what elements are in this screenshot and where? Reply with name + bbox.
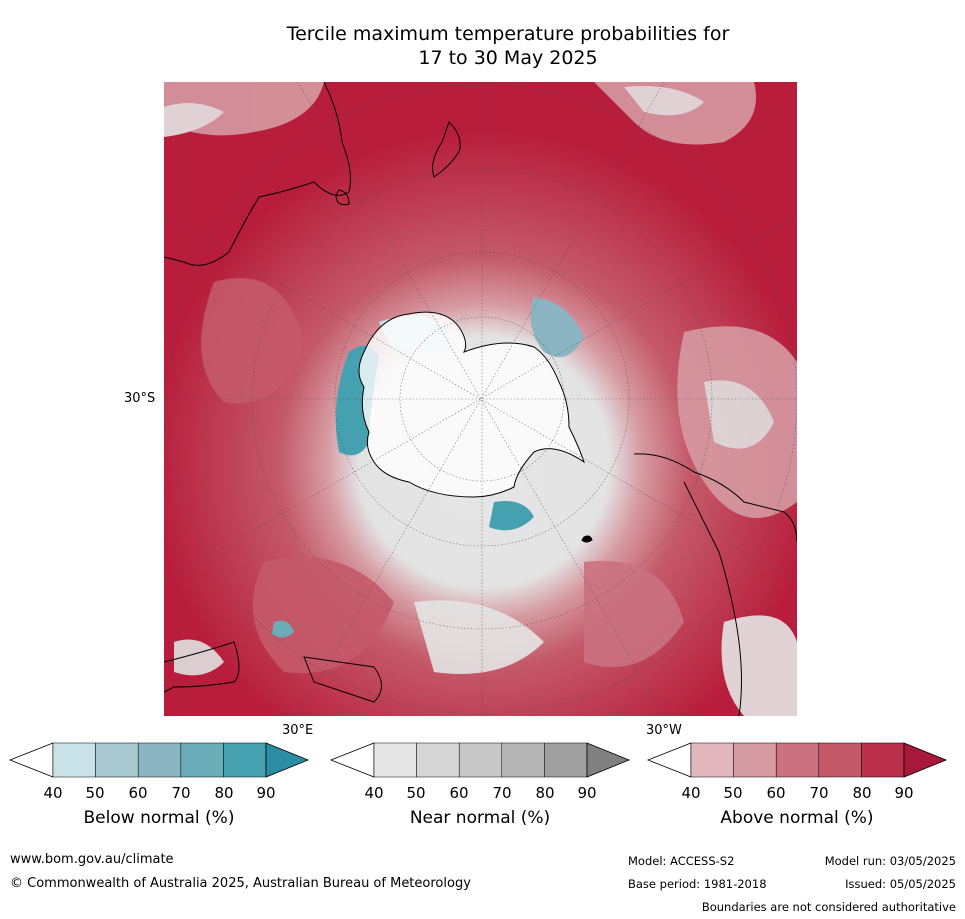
colorbar-swatch <box>501 742 545 778</box>
tick-label: 50 <box>723 784 743 802</box>
near-patch <box>624 86 704 116</box>
colorbar-low-arrow <box>646 742 692 778</box>
longitude-label-east: 30°E <box>282 723 314 738</box>
colorbar-swatch <box>52 742 96 778</box>
tick-label: 80 <box>214 784 234 802</box>
near-patch <box>721 615 797 716</box>
model-run-date: Model run: 03/05/2025 <box>824 854 956 868</box>
coastlines <box>164 82 797 716</box>
colorbar-above <box>646 742 948 778</box>
tick-label: 40 <box>43 784 63 802</box>
colorbar-swatch <box>373 742 417 778</box>
tick-label: 60 <box>766 784 786 802</box>
colorbar-swatch <box>180 742 224 778</box>
colorbar-near-swatches <box>329 742 631 778</box>
above-patch <box>201 278 304 404</box>
patagonia-island <box>581 535 593 543</box>
colorbar-below-swatches <box>8 742 310 778</box>
boundary-disclaimer: Boundaries are not considered authoritat… <box>701 900 956 914</box>
below-patch <box>530 297 584 357</box>
latitude-label: 30°S <box>124 391 156 406</box>
below-patch <box>272 620 294 638</box>
tasmania-coastline <box>335 189 350 206</box>
probability-patches <box>164 82 797 716</box>
title-line-1: Tercile maximum temperature probabilitie… <box>286 23 730 45</box>
tick-label: 50 <box>406 784 426 802</box>
probability-map <box>164 82 797 716</box>
tick-label: 90 <box>256 784 276 802</box>
tick-label: 50 <box>85 784 105 802</box>
colorbar-low-arrow <box>329 742 375 778</box>
above-patch <box>252 557 394 674</box>
colorbar-swatch <box>861 742 905 778</box>
tick-label: 60 <box>128 784 148 802</box>
tick-label: 40 <box>364 784 384 802</box>
issued-date: Issued: 05/05/2025 <box>845 877 956 891</box>
website-link[interactable]: www.bom.gov.au/climate <box>10 852 174 867</box>
map-graphic <box>164 82 797 716</box>
colorbar-below <box>8 742 310 778</box>
colorbar-swatch <box>458 742 503 778</box>
colorbar-swatch <box>223 742 267 778</box>
colorbar-swatch <box>690 742 734 778</box>
copyright-notice: © Commonwealth of Australia 2025, Austra… <box>10 876 471 891</box>
tick-label: 70 <box>809 784 829 802</box>
south-america-coastline <box>633 453 797 716</box>
colorbar-swatch <box>775 742 820 778</box>
colorbar-near-title: Near normal (%) <box>409 808 551 828</box>
colorbar-swatch <box>818 742 862 778</box>
colorbar-high-arrow <box>903 742 948 778</box>
base-period: Base period: 1981-2018 <box>628 877 767 891</box>
colorbar-above-swatches <box>646 742 948 778</box>
longitude-label-west: 30°W <box>646 723 682 738</box>
colorbar-above-title: Above normal (%) <box>720 808 874 828</box>
colorbar-high-arrow <box>265 742 310 778</box>
model-name: Model: ACCESS-S2 <box>628 854 735 868</box>
above-patch <box>584 560 684 667</box>
tick-label: 90 <box>577 784 597 802</box>
near-patch <box>174 639 224 676</box>
colorbar-swatch <box>733 742 777 778</box>
colorbar-swatch <box>416 742 460 778</box>
colorbar-swatch <box>544 742 588 778</box>
below-patch <box>489 501 534 531</box>
tick-label: 90 <box>894 784 914 802</box>
title-line-2: 17 to 30 May 2025 <box>418 47 598 69</box>
tick-label: 60 <box>449 784 469 802</box>
colorbar-below-title: Below normal (%) <box>83 808 235 828</box>
tick-label: 80 <box>535 784 555 802</box>
graticule <box>164 82 797 716</box>
colorbar-low-arrow <box>8 742 54 778</box>
antarctica-outline <box>358 311 585 498</box>
near-patch <box>704 380 774 449</box>
tick-label: 80 <box>852 784 872 802</box>
madagascar-coastline <box>303 656 382 703</box>
tick-label: 40 <box>681 784 701 802</box>
colorbar-near <box>329 742 631 778</box>
southern-africa-coastline <box>164 641 240 693</box>
colorbar-swatch <box>137 742 182 778</box>
near-patch <box>164 103 224 137</box>
tick-label: 70 <box>171 784 191 802</box>
near-patch <box>414 600 544 674</box>
map-title: Tercile maximum temperature probabilitie… <box>160 22 856 70</box>
australia-coastline <box>164 82 351 266</box>
tick-label: 70 <box>492 784 512 802</box>
colorbar-high-arrow <box>586 742 631 778</box>
new-zealand-coastline <box>432 121 461 178</box>
colorbar-swatch <box>95 742 139 778</box>
